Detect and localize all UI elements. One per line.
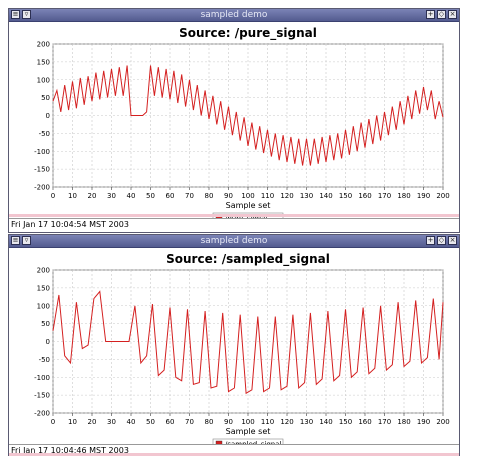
x-tick-label: 40: [127, 418, 136, 426]
chart-pure-signal: Source: /pure_signal 0 10 20 30 40 50 60 70 80 90 1…: [34, 26, 450, 218]
x-tick-label: 190: [417, 418, 430, 426]
y-tick-label: 50: [41, 94, 50, 102]
x-tick-label: 90: [224, 418, 233, 426]
x-tick-label: 130: [300, 418, 313, 426]
x-tick-label: 140: [319, 418, 332, 426]
shade-icon[interactable]: ◇: [437, 236, 446, 245]
x-tick-label: 30: [107, 418, 116, 426]
x-axis-label: Sample set: [226, 201, 271, 210]
status-timestamp: Fri Jan 17 10:04:46 MST 2003: [9, 444, 459, 456]
status-separator: [9, 453, 459, 456]
y-tick-label: -150: [34, 392, 50, 400]
menu-icon[interactable]: ≡: [11, 236, 20, 245]
x-tick-label: 200: [436, 418, 449, 426]
y-tick-label: -200: [34, 410, 50, 418]
chart-title: Source: /pure_signal: [179, 26, 317, 41]
move-icon[interactable]: +: [426, 236, 435, 245]
x-tick-label: 50: [146, 192, 155, 200]
x-tick-label: 180: [397, 418, 410, 426]
series-line: [52, 290, 444, 395]
legend-box: [212, 438, 284, 444]
x-tick-label: 200: [436, 192, 449, 200]
x-tick-label: 110: [261, 418, 274, 426]
x-tick-label: 20: [88, 418, 97, 426]
y-tick-label: -100: [34, 148, 50, 156]
x-tick-label: 120: [280, 418, 293, 426]
x-tick-label: 70: [185, 192, 194, 200]
y-tick-label: 50: [41, 320, 50, 328]
x-tick-label: 170: [378, 192, 391, 200]
x-tick-label: 130: [300, 192, 313, 200]
x-tick-label: 150: [339, 192, 352, 200]
x-tick-label: 40: [127, 192, 136, 200]
legend-swatch: [215, 440, 223, 444]
series-line: [52, 65, 444, 166]
minimize-icon[interactable]: ▿: [22, 10, 31, 19]
x-tick-label: 120: [280, 192, 293, 200]
chart-title: Source: /sampled_signal: [166, 252, 330, 267]
chart-window-pure-signal: ≡ ▿ sampled demo + ◇ × Source: /pure_sig…: [8, 8, 460, 233]
y-tick-label: 100: [37, 302, 50, 310]
x-tick-label: 170: [378, 418, 391, 426]
y-tick-label: -150: [34, 166, 50, 174]
window-titlebar[interactable]: ≡ ▿ sampled demo + ◇ ×: [9, 235, 459, 248]
x-tick-label: 80: [205, 192, 214, 200]
y-tick-label: -100: [34, 374, 50, 382]
shade-icon[interactable]: ◇: [437, 10, 446, 19]
y-tick-label: -200: [34, 184, 50, 192]
y-tick-label: 150: [37, 58, 50, 66]
legend-label: /sampled_signal: [225, 441, 282, 445]
status-timestamp: Fri Jan 17 10:04:54 MST 2003: [9, 218, 459, 230]
window-title: sampled demo: [200, 10, 268, 20]
x-tick-label: 100: [241, 192, 254, 200]
x-tick-label: 10: [68, 192, 77, 200]
x-tick-label: 50: [146, 418, 155, 426]
x-tick-label: 0: [51, 192, 55, 200]
y-tick-label: 100: [37, 76, 50, 84]
y-tick-label: -50: [39, 356, 50, 364]
status-separator: [9, 214, 459, 217]
chart-sampled-signal: Source: /sampled_signal 0 10 20 30 40 50 60 70 80…: [34, 252, 450, 445]
menu-icon[interactable]: ≡: [11, 10, 20, 19]
x-tick-label: 160: [358, 192, 371, 200]
close-icon[interactable]: ×: [448, 236, 457, 245]
close-icon[interactable]: ×: [448, 10, 457, 19]
y-tick-label: 0: [46, 112, 50, 120]
y-tick-label: 150: [37, 284, 50, 292]
chart-window-sampled-signal: ≡ ▿ sampled demo + ◇ × Source: /sampled_…: [8, 234, 460, 456]
y-tick-label: 200: [37, 267, 50, 275]
x-tick-label: 90: [224, 192, 233, 200]
window-titlebar[interactable]: ≡ ▿ sampled demo + ◇ ×: [9, 9, 459, 22]
x-tick-label: 150: [339, 418, 352, 426]
x-tick-label: 140: [319, 192, 332, 200]
y-tick-label: -50: [39, 130, 50, 138]
x-tick-label: 20: [88, 192, 97, 200]
x-tick-label: 100: [241, 418, 254, 426]
y-tick-label: 0: [46, 338, 50, 346]
x-tick-label: 60: [166, 192, 175, 200]
x-tick-label: 190: [417, 192, 430, 200]
move-icon[interactable]: +: [426, 10, 435, 19]
x-tick-label: 10: [68, 418, 77, 426]
x-axis-label: Sample set: [226, 427, 271, 436]
minimize-icon[interactable]: ▿: [22, 236, 31, 245]
x-tick-label: 160: [358, 418, 371, 426]
x-tick-label: 30: [107, 192, 116, 200]
x-tick-label: 60: [166, 418, 175, 426]
x-tick-label: 110: [261, 192, 274, 200]
x-tick-label: 70: [185, 418, 194, 426]
x-tick-label: 0: [51, 418, 55, 426]
x-tick-label: 80: [205, 418, 214, 426]
y-tick-label: 200: [37, 41, 50, 49]
x-tick-label: 180: [397, 192, 410, 200]
window-title: sampled demo: [200, 236, 268, 246]
